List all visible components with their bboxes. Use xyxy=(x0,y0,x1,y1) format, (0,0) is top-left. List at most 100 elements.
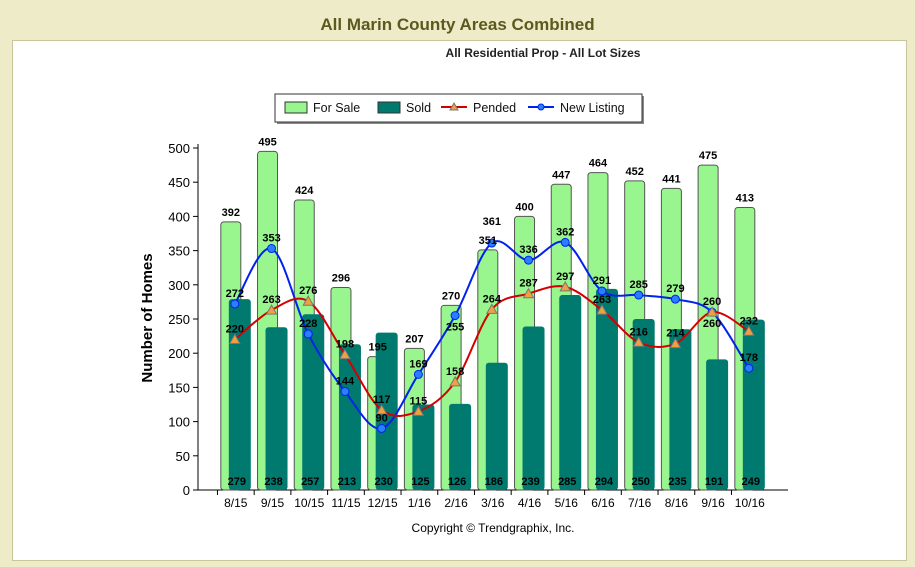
pended-label: 297 xyxy=(556,271,574,283)
pended-label: 264 xyxy=(483,293,502,305)
for-sale-label: 464 xyxy=(589,158,608,170)
sold-label: 250 xyxy=(631,476,649,488)
new-listing-label: 361 xyxy=(483,216,501,228)
sold-bar xyxy=(595,288,618,490)
x-tick-label: 8/15 xyxy=(224,496,248,510)
pended-label: 198 xyxy=(336,339,354,351)
legend-swatch xyxy=(377,101,401,114)
pended-point xyxy=(596,304,608,315)
new-listing-point xyxy=(560,237,570,247)
new-listing-label: 178 xyxy=(740,352,758,364)
sold-bar xyxy=(338,344,361,490)
for-sale-label: 452 xyxy=(625,166,643,178)
sold-bar xyxy=(706,359,729,490)
sold-bar xyxy=(559,295,582,490)
pended-point xyxy=(522,287,535,299)
pended-point xyxy=(302,295,315,306)
legend xyxy=(274,93,643,123)
x-tick-label: 1/16 xyxy=(408,496,432,510)
sold-bar xyxy=(522,326,545,490)
new-listing-point xyxy=(340,387,350,397)
new-listing-point xyxy=(303,329,313,339)
pended-line xyxy=(234,285,750,417)
x-tick-label: 8/16 xyxy=(665,496,689,510)
pended-point xyxy=(559,280,572,292)
sold-label: 235 xyxy=(668,476,686,488)
sold-label: 126 xyxy=(448,476,466,488)
new-listing-point xyxy=(634,290,644,300)
new-listing-label: 228 xyxy=(299,318,317,330)
new-listing-label: 90 xyxy=(376,412,388,424)
new-listing-point xyxy=(267,244,277,254)
new-listing-label: 272 xyxy=(226,288,244,300)
sold-label: 213 xyxy=(338,476,356,488)
new-listing-label: 353 xyxy=(262,233,280,245)
pended-point xyxy=(412,405,425,416)
new-listing-point xyxy=(744,363,754,373)
x-tick-label: 3/16 xyxy=(481,496,505,510)
x-tick-label: 7/16 xyxy=(628,496,652,510)
sold-label: 285 xyxy=(558,476,576,488)
pended-label: 216 xyxy=(629,326,647,338)
page-title: All Marin County Areas Combined xyxy=(320,15,595,34)
for-sale-label: 195 xyxy=(368,342,386,354)
new-listing-point xyxy=(377,423,387,433)
for-sale-label: 400 xyxy=(515,201,533,213)
x-tick-label: 9/15 xyxy=(261,496,285,510)
sold-label: 294 xyxy=(595,476,614,488)
x-tick-label: 2/16 xyxy=(444,496,468,510)
new-listing-label: 260 xyxy=(703,296,721,308)
sold-label: 239 xyxy=(521,476,539,488)
legend-swatch xyxy=(284,101,308,114)
sold-label: 279 xyxy=(228,476,246,488)
y-tick-label: 300 xyxy=(168,278,190,293)
new-listing-point xyxy=(597,286,607,296)
sold-bar xyxy=(669,329,692,490)
new-listing-point xyxy=(487,238,497,248)
for-sale-label: 351 xyxy=(479,235,497,247)
y-tick-label: 250 xyxy=(168,312,190,327)
sold-bar xyxy=(449,403,472,490)
legend-label: Sold xyxy=(406,101,431,115)
legend-marker xyxy=(449,101,459,111)
pended-label: 263 xyxy=(262,294,280,306)
pended-point xyxy=(265,304,278,315)
pended-label: 287 xyxy=(519,278,537,290)
pended-label: 263 xyxy=(593,294,611,306)
pended-label: 158 xyxy=(446,366,464,378)
x-tick-label: 6/16 xyxy=(591,496,615,510)
pended-point xyxy=(228,333,241,345)
new-listing-label: 255 xyxy=(446,322,464,334)
pended-point xyxy=(485,303,498,314)
new-listing-label: 144 xyxy=(336,376,355,388)
pended-point xyxy=(742,325,755,336)
for-sale-label: 424 xyxy=(295,185,314,197)
sold-label: 191 xyxy=(705,476,723,488)
for-sale-label: 270 xyxy=(442,290,460,302)
for-sale-label: 441 xyxy=(662,173,680,185)
for-sale-label: 392 xyxy=(222,207,240,219)
legend-marker xyxy=(537,103,545,111)
pended-point xyxy=(375,403,388,415)
pended-point xyxy=(706,306,718,317)
y-tick-label: 450 xyxy=(168,175,190,190)
pended-label: 276 xyxy=(299,285,317,297)
new-listing-line xyxy=(233,240,750,430)
sold-label: 186 xyxy=(485,476,503,488)
new-listing-point xyxy=(524,255,534,265)
new-listing-label: 169 xyxy=(409,358,427,370)
x-tick-label: 4/16 xyxy=(518,496,542,510)
sold-label: 249 xyxy=(742,476,760,488)
legend-label: For Sale xyxy=(313,101,360,115)
pended-point xyxy=(339,348,351,360)
pended-label: 220 xyxy=(226,324,244,336)
sold-bar xyxy=(632,319,655,490)
sold-bar xyxy=(375,332,398,490)
sold-bar xyxy=(485,362,508,490)
sold-label: 230 xyxy=(374,476,392,488)
y-tick-label: 350 xyxy=(168,244,190,259)
new-listing-point xyxy=(450,311,460,321)
pended-point xyxy=(632,336,645,347)
pended-point xyxy=(449,375,461,387)
x-tick-label: 9/16 xyxy=(701,496,725,510)
